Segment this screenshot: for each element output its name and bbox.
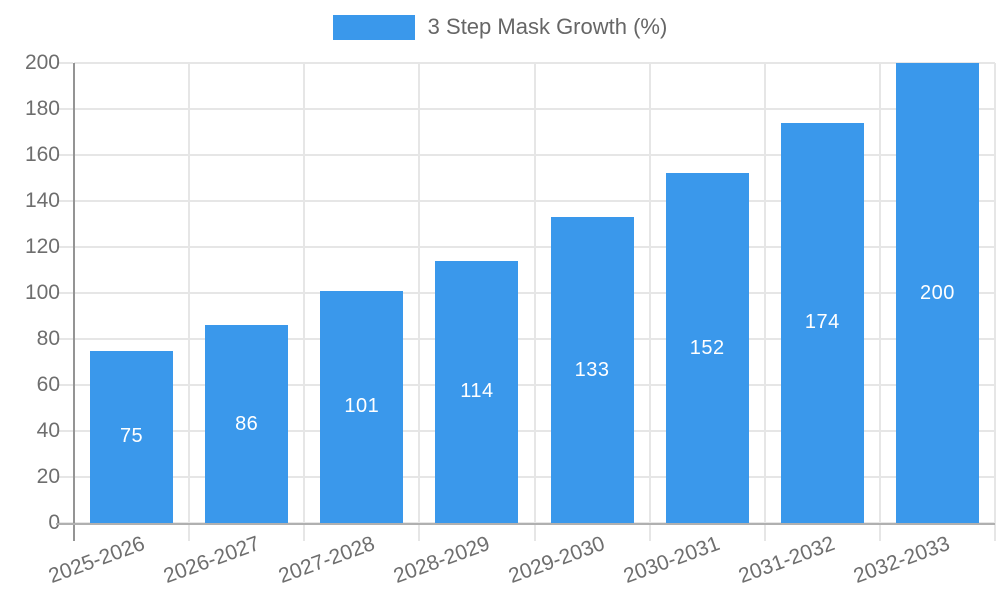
bar-value-label: 75 bbox=[119, 425, 144, 448]
x-axis-tick bbox=[303, 523, 306, 541]
x-axis-tick bbox=[994, 523, 996, 541]
legend-swatch[interactable] bbox=[332, 14, 415, 40]
y-tick-label: 80 bbox=[36, 327, 60, 350]
y-axis-tick bbox=[57, 430, 73, 432]
bar[interactable]: 174 bbox=[780, 122, 864, 523]
y-axis-tick bbox=[57, 384, 73, 386]
y-axis-tick bbox=[57, 292, 73, 294]
plot-area: 75 86 101 114 133 152 174 200 bbox=[57, 62, 996, 541]
bar-value-label: 101 bbox=[344, 395, 380, 418]
y-tick-label: 0 bbox=[48, 511, 60, 534]
bar-value-label: 114 bbox=[460, 380, 494, 403]
v-gridline bbox=[994, 63, 996, 523]
bar[interactable]: 152 bbox=[665, 173, 749, 523]
y-axis-tick bbox=[57, 62, 73, 65]
y-axis-tick bbox=[57, 200, 73, 202]
y-tick-label: 200 bbox=[24, 51, 60, 74]
bar-value-label: 174 bbox=[804, 311, 840, 334]
y-axis-tick bbox=[57, 338, 73, 340]
x-axis-tick bbox=[418, 523, 421, 541]
legend[interactable]: 3 Step Mask Growth (%) bbox=[0, 14, 1000, 40]
y-tick-label: 100 bbox=[24, 281, 60, 304]
y-axis-tick bbox=[57, 246, 73, 248]
x-axis-tick bbox=[763, 523, 766, 541]
x-axis-tick bbox=[878, 523, 881, 541]
bar[interactable]: 101 bbox=[320, 290, 404, 523]
bar[interactable]: 114 bbox=[435, 260, 519, 523]
y-tick-label: 40 bbox=[36, 419, 60, 442]
y-tick-label: 60 bbox=[36, 373, 60, 396]
y-axis-line bbox=[73, 63, 75, 541]
bar[interactable]: 133 bbox=[550, 217, 634, 523]
bar-value-label: 86 bbox=[235, 412, 259, 435]
x-axis-line bbox=[56, 523, 995, 525]
bar[interactable]: 86 bbox=[205, 325, 289, 523]
v-gridline bbox=[418, 63, 421, 523]
x-axis-tick bbox=[533, 523, 536, 541]
v-gridline bbox=[533, 63, 536, 523]
bar-value-label: 152 bbox=[689, 336, 725, 359]
y-tick-label: 140 bbox=[24, 189, 60, 212]
y-axis-tick bbox=[57, 476, 73, 478]
y-tick-label: 120 bbox=[24, 235, 60, 258]
v-gridline bbox=[648, 63, 651, 523]
bar-value-label: 133 bbox=[574, 358, 610, 381]
v-gridline bbox=[878, 63, 881, 523]
y-tick-label: 180 bbox=[24, 97, 60, 120]
y-axis-tick bbox=[57, 154, 73, 156]
y-tick-label: 160 bbox=[24, 143, 60, 166]
v-gridline bbox=[188, 63, 191, 523]
y-tick-label: 20 bbox=[36, 465, 60, 488]
bar[interactable]: 200 bbox=[895, 63, 979, 523]
v-gridline bbox=[763, 63, 766, 523]
x-axis-tick bbox=[188, 523, 191, 541]
bar-value-label: 200 bbox=[920, 281, 955, 304]
x-axis-tick bbox=[648, 523, 651, 541]
v-gridline bbox=[303, 63, 306, 523]
bar[interactable]: 75 bbox=[90, 350, 174, 523]
y-axis-tick bbox=[57, 108, 73, 110]
legend-label: 3 Step Mask Growth (%) bbox=[427, 14, 668, 39]
